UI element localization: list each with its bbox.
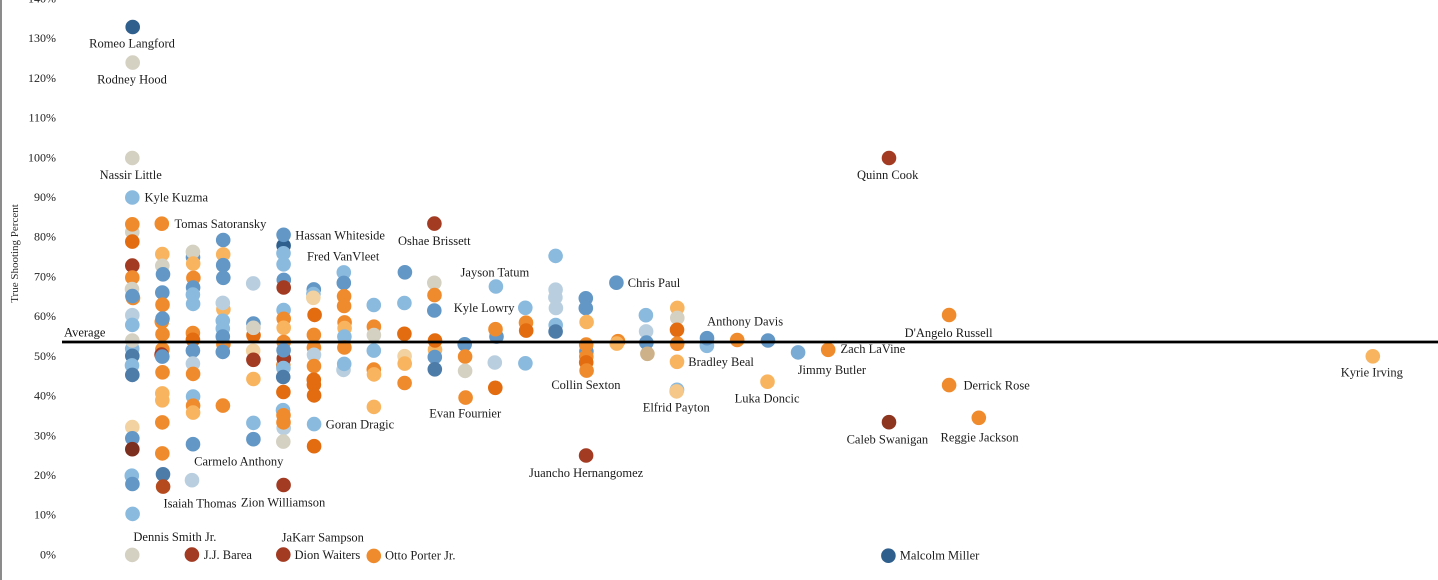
svg-text:120%: 120% [28,71,56,85]
svg-text:Reggie Jackson: Reggie Jackson [941,431,1020,445]
svg-text:Average: Average [64,326,106,340]
svg-text:90%: 90% [34,190,56,204]
svg-text:Goran Dragic: Goran Dragic [326,417,395,431]
svg-text:J.J. Barea: J.J. Barea [204,548,253,562]
svg-text:Caleb Swanigan: Caleb Swanigan [847,433,929,447]
svg-text:Luka Doncic: Luka Doncic [735,391,800,405]
svg-text:JaKarr Sampson: JaKarr Sampson [282,530,365,544]
svg-text:Hassan Whiteside: Hassan Whiteside [295,228,385,242]
svg-text:Jayson Tatum: Jayson Tatum [461,265,530,279]
svg-text:Romeo Langford: Romeo Langford [89,37,175,51]
svg-text:140%: 140% [28,0,56,6]
svg-text:Evan Fournier: Evan Fournier [429,406,502,420]
svg-text:True Shooting Percent: True Shooting Percent [9,204,21,303]
svg-text:Quinn Cook: Quinn Cook [857,168,919,182]
svg-text:Dion Waiters: Dion Waiters [295,548,361,562]
svg-text:40%: 40% [34,389,56,403]
svg-text:Nassir Little: Nassir Little [100,168,163,182]
svg-text:Elfrid Payton: Elfrid Payton [643,400,711,414]
svg-text:Tomas Satoransky: Tomas Satoransky [175,217,268,231]
svg-text:Chris Paul: Chris Paul [628,276,681,290]
svg-text:Jimmy Butler: Jimmy Butler [798,363,867,377]
svg-text:Kyrie Irving: Kyrie Irving [1341,366,1404,380]
svg-text:Derrick Rose: Derrick Rose [964,378,1031,392]
svg-text:20%: 20% [34,468,56,482]
svg-text:Collin Sexton: Collin Sexton [551,378,621,392]
svg-text:70%: 70% [34,269,56,283]
svg-text:Otto Porter Jr.: Otto Porter Jr. [385,548,455,562]
svg-text:Isaiah Thomas: Isaiah Thomas [163,496,236,510]
svg-text:60%: 60% [34,309,56,323]
svg-text:Carmelo Anthony: Carmelo Anthony [194,454,284,468]
svg-text:Zion Williamson: Zion Williamson [241,495,326,509]
svg-text:Malcolm Miller: Malcolm Miller [900,549,980,563]
svg-text:Fred VanVleet: Fred VanVleet [307,250,380,264]
svg-text:80%: 80% [34,230,56,244]
svg-text:110%: 110% [28,111,56,125]
svg-text:Kyle Kuzma: Kyle Kuzma [145,191,209,205]
svg-text:100%: 100% [28,150,56,164]
svg-text:Dennis Smith Jr.: Dennis Smith Jr. [133,530,216,544]
svg-text:0%: 0% [40,547,56,561]
svg-text:Kyle Lowry: Kyle Lowry [454,301,515,315]
svg-text:Bradley Beal: Bradley Beal [688,355,754,369]
svg-text:130%: 130% [28,31,56,45]
svg-text:10%: 10% [34,508,56,522]
svg-text:Oshae Brissett: Oshae Brissett [398,234,471,248]
svg-text:30%: 30% [34,428,56,442]
svg-text:Zach LaVine: Zach LaVine [841,342,906,356]
svg-text:50%: 50% [34,349,56,363]
svg-text:Juancho Hernangomez: Juancho Hernangomez [529,466,644,480]
svg-text:Rodney Hood: Rodney Hood [97,73,168,87]
svg-text:Anthony Davis: Anthony Davis [707,315,783,329]
svg-text:D'Angelo Russell: D'Angelo Russell [905,326,994,340]
